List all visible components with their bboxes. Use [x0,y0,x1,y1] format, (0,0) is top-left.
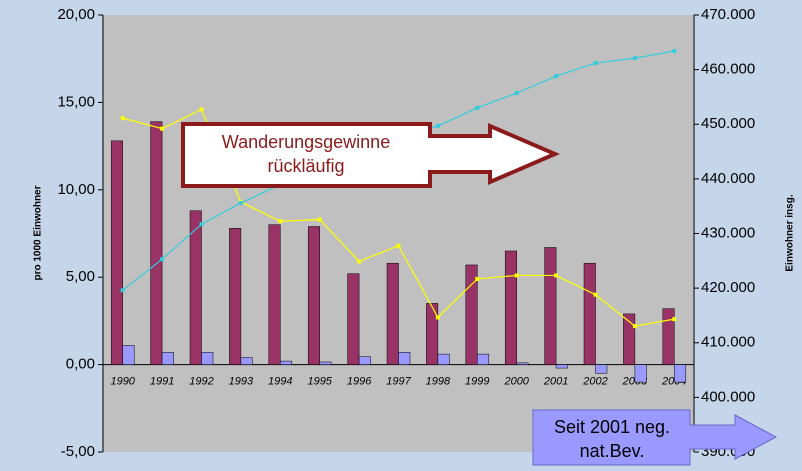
x-tick-label: 1998 [426,376,451,388]
y2-tick-label: 440.000 [701,170,755,187]
bar [662,308,675,365]
point [554,273,559,278]
bar [307,226,320,365]
bar [150,121,163,365]
x-tick-label: 1993 [229,376,254,388]
bar [398,352,411,365]
bar [544,247,557,365]
bar [347,273,360,365]
bar [189,210,202,365]
annotation: nat.Bev. [580,441,645,461]
x-tick-label: 1996 [347,376,372,388]
bar [110,140,123,365]
bar [229,228,242,365]
y2-tick-label: 410.000 [701,334,755,351]
point [435,123,440,128]
bar [161,352,174,365]
annotation-arrow [532,409,778,466]
point [475,276,480,281]
point [160,257,165,262]
point [632,56,637,61]
y-tick-label: -5,00 [61,443,95,460]
bar [504,250,517,365]
x-tick-label: 1990 [110,376,135,388]
y-tick-label: 0,00 [66,356,95,373]
point [120,116,125,121]
x-tick-label: 2000 [503,376,529,388]
point [514,273,519,278]
point [593,292,598,297]
bar [477,353,490,365]
bar [555,364,568,369]
point [357,259,362,264]
y2-tick-label: 450.000 [701,115,755,132]
bar [201,352,214,365]
bar [240,357,253,365]
point [199,107,204,112]
point [160,126,165,131]
bar [623,313,636,365]
bar [595,364,608,374]
point [120,288,125,293]
x-tick-label: 1995 [307,376,332,388]
annotation-arrow [181,122,561,188]
point [435,315,440,320]
x-tick-label: 1991 [150,376,174,388]
annotation: Wanderungsgewinne [222,132,390,152]
point [554,74,559,79]
bar [583,262,596,365]
y2-tick-label: 460.000 [701,61,755,78]
y-tick-label: 15,00 [57,93,95,110]
y-tick-label: 5,00 [66,268,95,285]
annotation: rückläufig [267,156,344,176]
point [672,49,677,54]
y-axis-label: pro 1000 Einwohner [33,185,44,280]
point [317,217,322,222]
point [632,324,637,329]
bar [358,356,371,365]
bar [426,303,439,365]
point [199,222,204,227]
x-tick-label: 1999 [465,376,489,388]
point [593,61,598,66]
bar [465,264,478,365]
annotation: Seit 2001 neg. [554,417,670,437]
bar [634,364,647,383]
y2-tick-label: 470.000 [701,6,755,23]
x-tick-label: 1992 [189,376,213,388]
bar [268,224,281,365]
y2-tick-label: 420.000 [701,279,755,296]
bar [386,262,399,365]
point [672,317,677,322]
x-tick-label: 2001 [543,376,568,388]
x-tick-label: 1994 [268,376,292,388]
bar [122,345,135,365]
bar [437,353,450,365]
point [514,91,519,96]
y2-axis-label: Einwohner insg. [785,194,796,271]
y2-tick-label: 400.000 [701,388,755,405]
bar [319,361,332,365]
point [396,243,401,248]
point [475,105,480,110]
y-tick-label: 10,00 [57,181,95,198]
y2-tick-label: 430.000 [701,224,755,241]
point [278,219,283,224]
y-tick-label: 20,00 [57,6,95,23]
bar [280,360,293,365]
point [238,200,243,205]
x-tick-label: 1997 [386,376,411,388]
bar [516,362,529,365]
x-tick-label: 2002 [582,376,607,388]
bar [674,364,687,383]
